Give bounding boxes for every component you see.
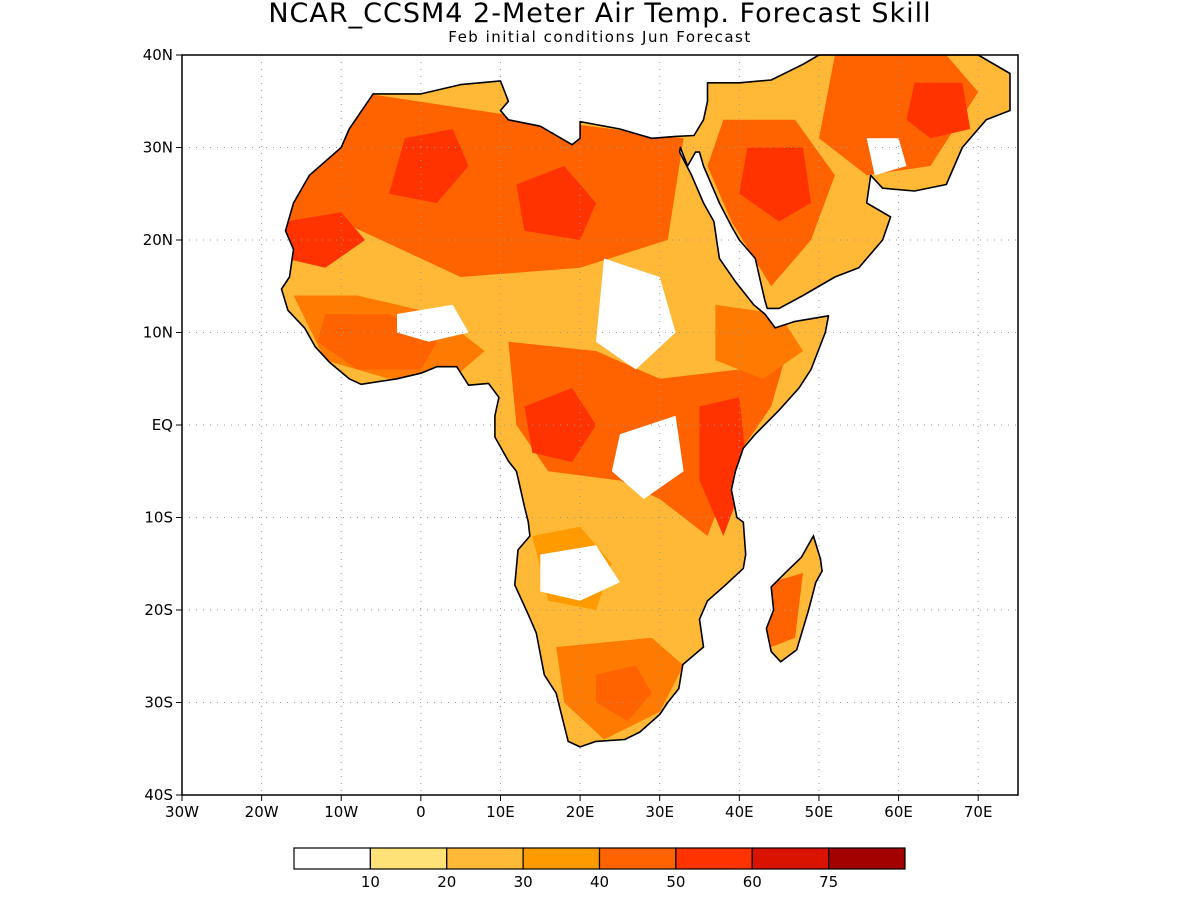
map-subtitle: Feb initial conditions Jun Forecast	[448, 28, 752, 46]
lon-tick-label: 10E	[486, 803, 515, 821]
coastline-madagascar	[765, 533, 823, 663]
lon-tick-label: 40E	[725, 803, 754, 821]
colorbar-label: 10	[361, 873, 380, 891]
colorbar-label: 20	[437, 873, 456, 891]
lat-tick-label: 20N	[143, 231, 173, 249]
colorbar-swatch	[522, 847, 601, 870]
coastline-mainland	[280, 54, 1011, 748]
lon-tick-label: 20E	[566, 803, 595, 821]
lat-tick-label: 10S	[144, 509, 173, 527]
colorbar-swatch	[675, 847, 753, 870]
colorbar-label: 60	[743, 873, 762, 891]
colorbar-swatch	[828, 847, 906, 870]
lon-tick-label: 30W	[165, 803, 199, 821]
skill-area-50	[596, 665, 652, 721]
colorbar-swatch	[369, 847, 448, 870]
lat-tick-label: EQ	[152, 416, 173, 434]
lon-tick-label: 50E	[805, 803, 834, 821]
colorbar-swatch	[598, 847, 677, 870]
colorbar-label: 50	[666, 873, 685, 891]
colorbar-swatch	[446, 847, 524, 870]
lon-tick-label: 0	[416, 803, 426, 821]
lon-tick-label: 10W	[324, 803, 358, 821]
skill-fill-layer	[281, 55, 1010, 747]
lon-tick-label: 70E	[964, 803, 993, 821]
lat-tick-label: 40N	[143, 46, 173, 64]
skill-area-60	[516, 166, 596, 240]
skill-area-60	[739, 147, 811, 222]
lat-tick-label: 20S	[144, 601, 173, 619]
map-title: NCAR_CCSM4 2-Meter Air Temp. Forecast Sk…	[268, 0, 932, 29]
no-skill-area	[397, 304, 469, 342]
skill-area-50	[763, 573, 803, 647]
no-skill-area	[596, 258, 676, 370]
colorbar: 10 20 30 40 50 60 75	[293, 847, 906, 891]
lat-tick-label: 10N	[143, 324, 173, 342]
lon-tick-label: 30E	[645, 803, 674, 821]
colorbar-swatch	[293, 847, 371, 870]
lat-tick-label: 30N	[143, 139, 173, 157]
colorbar-label: 75	[819, 873, 838, 891]
lat-tick-label: 40S	[144, 786, 173, 804]
colorbar-label: 40	[590, 873, 609, 891]
lat-tick-label: 30S	[144, 694, 173, 712]
colorbar-swatch	[751, 847, 830, 870]
lon-tick-label: 20W	[245, 803, 279, 821]
no-skill-area	[611, 415, 684, 499]
coastline-layer	[280, 54, 1011, 748]
axis-ticks: 30W 20W 10W 0 10E 20E 30E 40E 50E 60E 70E 40N 30N 20N…	[143, 46, 993, 821]
colorbar-label: 30	[514, 873, 533, 891]
lon-tick-label: 60E	[884, 803, 913, 821]
skill-area-60	[906, 82, 971, 139]
gridlines	[182, 55, 1018, 795]
skill-area-60	[285, 212, 366, 268]
